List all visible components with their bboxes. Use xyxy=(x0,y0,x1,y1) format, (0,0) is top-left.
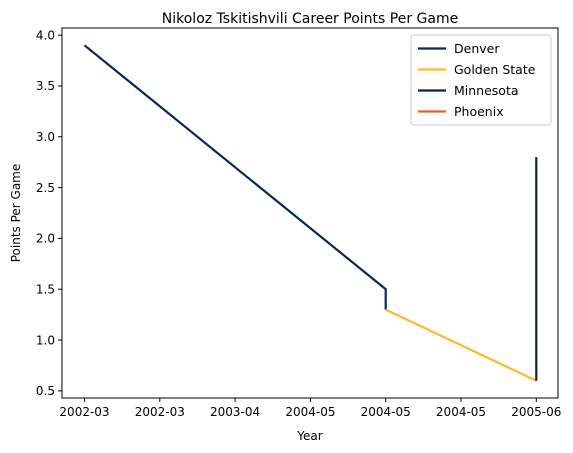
legend-label: Denver xyxy=(454,41,500,56)
legend: Denver Golden State Minnesota Phoenix xyxy=(410,34,552,126)
legend-label: Minnesota xyxy=(454,83,519,98)
y-tick-label: 1.0 xyxy=(36,333,55,347)
x-axis-label: Year xyxy=(296,429,322,443)
y-tick-label: 2.0 xyxy=(36,232,55,246)
y-tick-label: 3.0 xyxy=(36,130,55,144)
x-tick-label: 2004-05 xyxy=(361,405,411,419)
x-axis: 2002-03 2002-03 2003-04 2004-05 2004-05 2004-… xyxy=(59,398,561,419)
legend-box xyxy=(410,34,552,126)
x-tick-label: 2002-03 xyxy=(135,405,185,419)
x-tick-label: 2005-06 xyxy=(511,405,561,419)
x-tick-label: 2004-05 xyxy=(285,405,335,419)
y-axis-label: Points Per Game xyxy=(9,164,23,263)
y-tick-label: 2.5 xyxy=(36,181,55,195)
x-tick-label: 2003-04 xyxy=(210,405,260,419)
legend-label: Phoenix xyxy=(454,104,504,119)
y-tick-label: 0.5 xyxy=(36,384,55,398)
series-line-denver xyxy=(83,44,387,310)
y-tick-label: 1.5 xyxy=(36,283,55,297)
y-tick-label: 4.0 xyxy=(36,28,55,42)
x-tick-label: 2002-03 xyxy=(59,405,109,419)
chart-title: Nikoloz Tskitishvili Career Points Per G… xyxy=(162,11,458,27)
legend-label: Golden State xyxy=(454,62,536,77)
y-tick-label: 3.5 xyxy=(36,79,55,93)
x-tick-label: 2004-05 xyxy=(436,405,486,419)
y-axis: 0.5 1.0 1.5 2.0 2.5 3.0 3.5 4.0 xyxy=(36,28,62,398)
series-line-golden-state xyxy=(385,308,537,382)
plot-lines xyxy=(83,44,538,382)
